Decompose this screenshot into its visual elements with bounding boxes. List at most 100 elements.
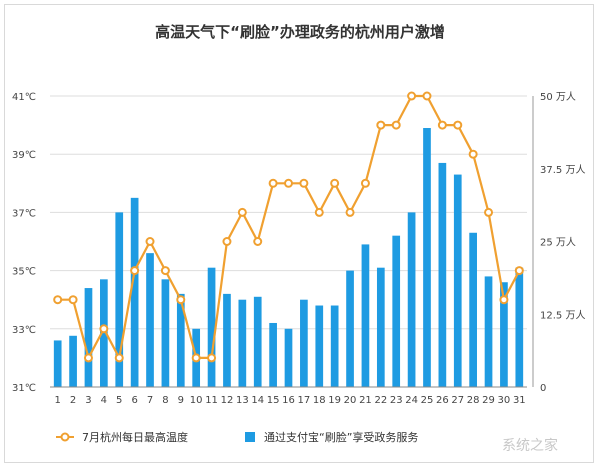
bar xyxy=(161,279,170,387)
x-axis-tick-label: 9 xyxy=(178,395,184,406)
x-axis-tick-label: 21 xyxy=(359,395,372,406)
x-axis-tick-label: 26 xyxy=(436,395,449,406)
bar xyxy=(469,232,477,387)
temperature-point xyxy=(345,207,355,217)
bar xyxy=(500,282,508,387)
x-axis-tick-label: 8 xyxy=(162,395,168,406)
temperature-point xyxy=(284,178,293,188)
temperature-point xyxy=(176,295,186,305)
left-axis-tick-label: 35℃ xyxy=(12,267,36,278)
temperature-point xyxy=(484,207,494,217)
bar xyxy=(376,267,385,387)
bar xyxy=(423,128,431,387)
temperature-point xyxy=(514,266,524,276)
temperature-point xyxy=(53,295,63,305)
bar-series xyxy=(53,128,524,387)
x-axis-tick-label: 6 xyxy=(131,395,137,406)
temperature-point xyxy=(99,324,109,334)
watermark-text: 系统之家 xyxy=(502,437,558,454)
line-series xyxy=(53,91,524,363)
bar xyxy=(284,328,293,387)
left-axis-tick-label: 37℃ xyxy=(12,208,36,219)
legend-marker-swatch xyxy=(60,432,70,442)
right-axis-tick-label: 37.5 万人 xyxy=(540,164,585,176)
x-axis-tick-label: 18 xyxy=(313,395,326,406)
temperature-point xyxy=(114,353,124,363)
legend-label-temperature: 7月杭州每日最高温度 xyxy=(82,430,188,444)
x-axis-tick-label: 19 xyxy=(328,395,341,406)
x-axis-tick-label: 30 xyxy=(498,395,511,406)
temperature-point xyxy=(360,178,370,188)
bar xyxy=(438,162,447,387)
temperature-point xyxy=(237,207,247,217)
temperature-point xyxy=(83,353,93,363)
bar xyxy=(300,299,308,387)
bar xyxy=(269,322,277,387)
x-axis-tick-label: 27 xyxy=(451,395,464,406)
bar xyxy=(69,335,77,387)
bar xyxy=(407,212,416,387)
bar xyxy=(84,288,93,387)
right-axis-tick-label: 0 xyxy=(540,383,546,394)
right-axis-tick-label: 50 万人 xyxy=(540,91,576,103)
temperature-point xyxy=(376,120,386,130)
chart-title: 高温天气下“刷脸”办理政务的杭州用户激增 xyxy=(155,23,445,41)
bar xyxy=(53,340,62,387)
x-axis-tick-label: 16 xyxy=(282,395,295,406)
x-axis-tick-label: 10 xyxy=(190,395,203,406)
left-axis-tick-label: 31℃ xyxy=(12,383,36,394)
x-axis-tick-label: 5 xyxy=(116,395,122,406)
temperature-point xyxy=(407,91,417,101)
legend-bar-swatch xyxy=(245,432,255,442)
bar xyxy=(253,296,262,387)
temperature-point xyxy=(222,237,232,246)
temperature-point xyxy=(268,178,278,188)
left-axis-tick-label: 33℃ xyxy=(12,325,36,336)
temperature-point xyxy=(391,120,401,130)
x-axis-tick-label: 3 xyxy=(85,395,91,406)
x-axis-tick-label: 13 xyxy=(236,395,249,406)
x-axis-tick-label: 17 xyxy=(298,395,311,406)
bar xyxy=(392,235,401,387)
x-axis-tick-label: 1 xyxy=(55,395,61,406)
x-axis-tick-label: 22 xyxy=(374,395,387,406)
left-axis-tick-label: 39℃ xyxy=(12,150,36,161)
temperature-point xyxy=(299,178,309,188)
temperature-point xyxy=(422,91,432,101)
x-axis-tick-label: 28 xyxy=(467,395,480,406)
x-axis-tick-label: 14 xyxy=(251,395,264,406)
temperature-point xyxy=(453,120,463,130)
bar xyxy=(176,293,185,387)
bar xyxy=(115,212,124,387)
x-axis-tick-label: 11 xyxy=(205,395,218,406)
temperature-point xyxy=(499,295,509,305)
temperature-point xyxy=(130,266,140,276)
temperature-point xyxy=(68,295,78,305)
bar xyxy=(330,305,339,387)
bar xyxy=(453,174,462,387)
right-axis-tick-label: 12.5 万人 xyxy=(540,309,585,321)
legend-item-users: 通过支付宝“刷脸”享受政务服务 xyxy=(245,430,418,444)
x-axis-tick-label: 2 xyxy=(70,395,76,406)
left-axis-tick-label: 41℃ xyxy=(12,92,36,103)
legend: 7月杭州每日最高温度 通过支付宝“刷脸”享受政务服务 xyxy=(56,430,418,444)
temperature-point xyxy=(253,237,263,246)
x-axis-tick-label: 12 xyxy=(221,395,234,406)
legend-item-temperature: 7月杭州每日最高温度 xyxy=(56,430,188,444)
bar xyxy=(130,197,139,387)
temperature-point xyxy=(314,207,324,217)
axes: 31℃ 33℃ 35℃ 37℃ 39℃ 41℃ 0 12.5 万人 25 万人 37.5 万人 50… xyxy=(12,91,585,406)
temperature-point xyxy=(207,353,217,363)
x-axis-tick-label: 24 xyxy=(405,395,418,406)
temperature-line xyxy=(57,94,521,359)
x-axis-tick-label: 29 xyxy=(482,395,495,406)
x-axis-tick-label: 7 xyxy=(147,395,153,406)
temperature-point xyxy=(468,149,478,159)
bar xyxy=(315,305,324,387)
temperature-point xyxy=(145,237,155,246)
temperature-point xyxy=(330,178,340,188)
temperature-point xyxy=(191,353,201,363)
right-axis-tick-label: 25 万人 xyxy=(540,237,576,249)
bar xyxy=(515,267,524,387)
